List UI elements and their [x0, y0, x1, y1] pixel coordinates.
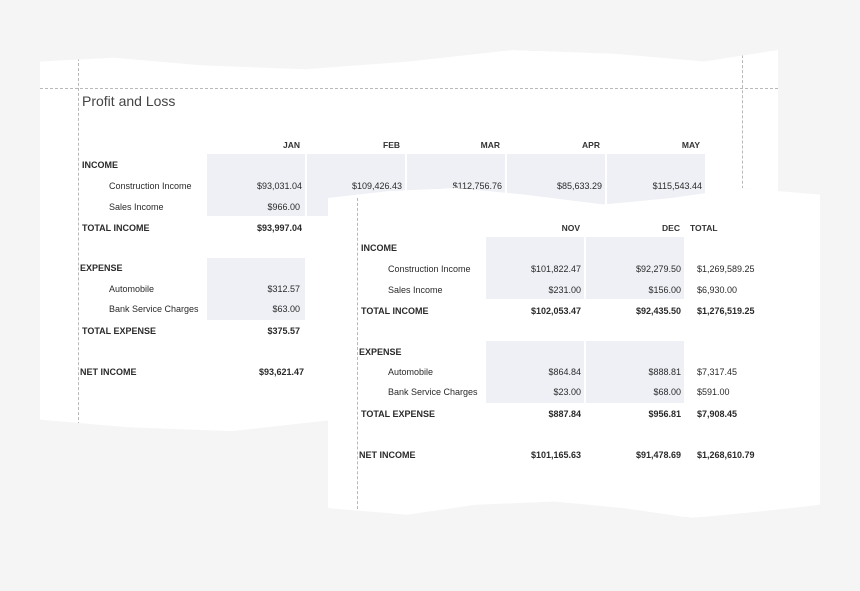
cell-total-expense-total: $7,908.45 [697, 409, 738, 419]
column-shade [486, 237, 584, 299]
column-shade [586, 237, 684, 299]
margin-guide-left [357, 198, 358, 514]
month-header-may: MAY [681, 140, 700, 150]
month-header-dec: DEC [662, 223, 680, 233]
cell-total-income: $102,053.47 [530, 306, 581, 316]
cell-total-income: $92,435.50 [635, 306, 681, 316]
cell-construction-income: $101,822.47 [530, 264, 581, 274]
row-label-total-expense: TOTAL EXPENSE [82, 326, 157, 336]
cell-total-income: $93,997.04 [256, 223, 302, 233]
cell-total-expense: $375.57 [267, 326, 300, 336]
section-label-expense: EXPENSE [80, 263, 123, 273]
cell-construction-income: $115,543.44 [652, 181, 702, 191]
cell-construction-income-total: $1,269,589.25 [697, 264, 755, 274]
cell-sales-income: $966.00 [267, 202, 300, 212]
cell-bank-service-charges: $23.00 [553, 387, 581, 397]
cell-bank-service-charges: $68.00 [653, 387, 681, 397]
column-shade [207, 258, 305, 320]
report-page-front: NOV DEC TOTAL INCOME Construction Income… [328, 188, 820, 518]
cell-sales-income: $156.00 [648, 285, 681, 295]
row-label-net-income: NET INCOME [359, 450, 416, 460]
month-header-jan: JAN [282, 140, 300, 150]
section-label-income: INCOME [82, 160, 118, 170]
cell-construction-income: $112,756.76 [452, 181, 502, 191]
month-header-nov: NOV [561, 223, 580, 233]
row-label-sales-income: Sales Income [388, 285, 443, 295]
row-label-automobile: Automobile [109, 284, 155, 294]
cell-sales-income-total: $6,930.00 [697, 285, 738, 295]
row-label-bank-service-charges: Bank Service Charges [109, 304, 199, 314]
column-shade [586, 341, 684, 403]
row-label-construction-income: Construction Income [388, 264, 471, 274]
section-label-expense: EXPENSE [359, 347, 402, 357]
cell-bank-service-charges-total: $591.00 [697, 387, 730, 397]
margin-guide-top [40, 88, 778, 89]
margin-guide-left [78, 58, 79, 430]
total-header: TOTAL [690, 223, 718, 233]
month-header-apr: APR [582, 140, 600, 150]
section-label-income: INCOME [361, 243, 397, 253]
cell-construction-income: $92,279.50 [635, 264, 681, 274]
column-shade [207, 154, 305, 216]
cell-automobile-total: $7,317.45 [697, 367, 738, 377]
row-label-construction-income: Construction Income [109, 181, 192, 191]
report-title: Profit and Loss [82, 93, 176, 109]
cell-automobile: $312.57 [267, 284, 300, 294]
row-label-automobile: Automobile [388, 367, 434, 377]
row-label-total-income: TOTAL INCOME [82, 223, 150, 233]
cell-net-income: $93,621.47 [258, 367, 304, 377]
row-label-sales-income: Sales Income [109, 202, 164, 212]
month-header-feb: FEB [383, 140, 400, 150]
cell-net-income: $101,165.63 [530, 450, 581, 460]
cell-construction-income: $85,633.29 [556, 181, 602, 191]
month-header-mar: MAR [480, 140, 500, 150]
cell-construction-income: $109,426.43 [351, 181, 402, 191]
row-label-bank-service-charges: Bank Service Charges [388, 387, 478, 397]
cell-total-expense: $887.84 [548, 409, 581, 419]
cell-bank-service-charges: $63.00 [272, 304, 300, 314]
cell-net-income: $91,478.69 [635, 450, 681, 460]
cell-total-income-total: $1,276,519.25 [697, 306, 755, 316]
cell-construction-income: $93,031.04 [256, 181, 302, 191]
cell-automobile: $888.81 [648, 367, 681, 377]
cell-sales-income: $231.00 [548, 285, 581, 295]
cell-automobile: $864.84 [548, 367, 581, 377]
row-label-net-income: NET INCOME [80, 367, 137, 377]
cell-total-expense: $956.81 [648, 409, 681, 419]
row-label-total-expense: TOTAL EXPENSE [361, 409, 436, 419]
cell-net-income-total: $1,268,610.79 [697, 450, 755, 460]
row-label-total-income: TOTAL INCOME [361, 306, 429, 316]
column-shade [486, 341, 584, 403]
